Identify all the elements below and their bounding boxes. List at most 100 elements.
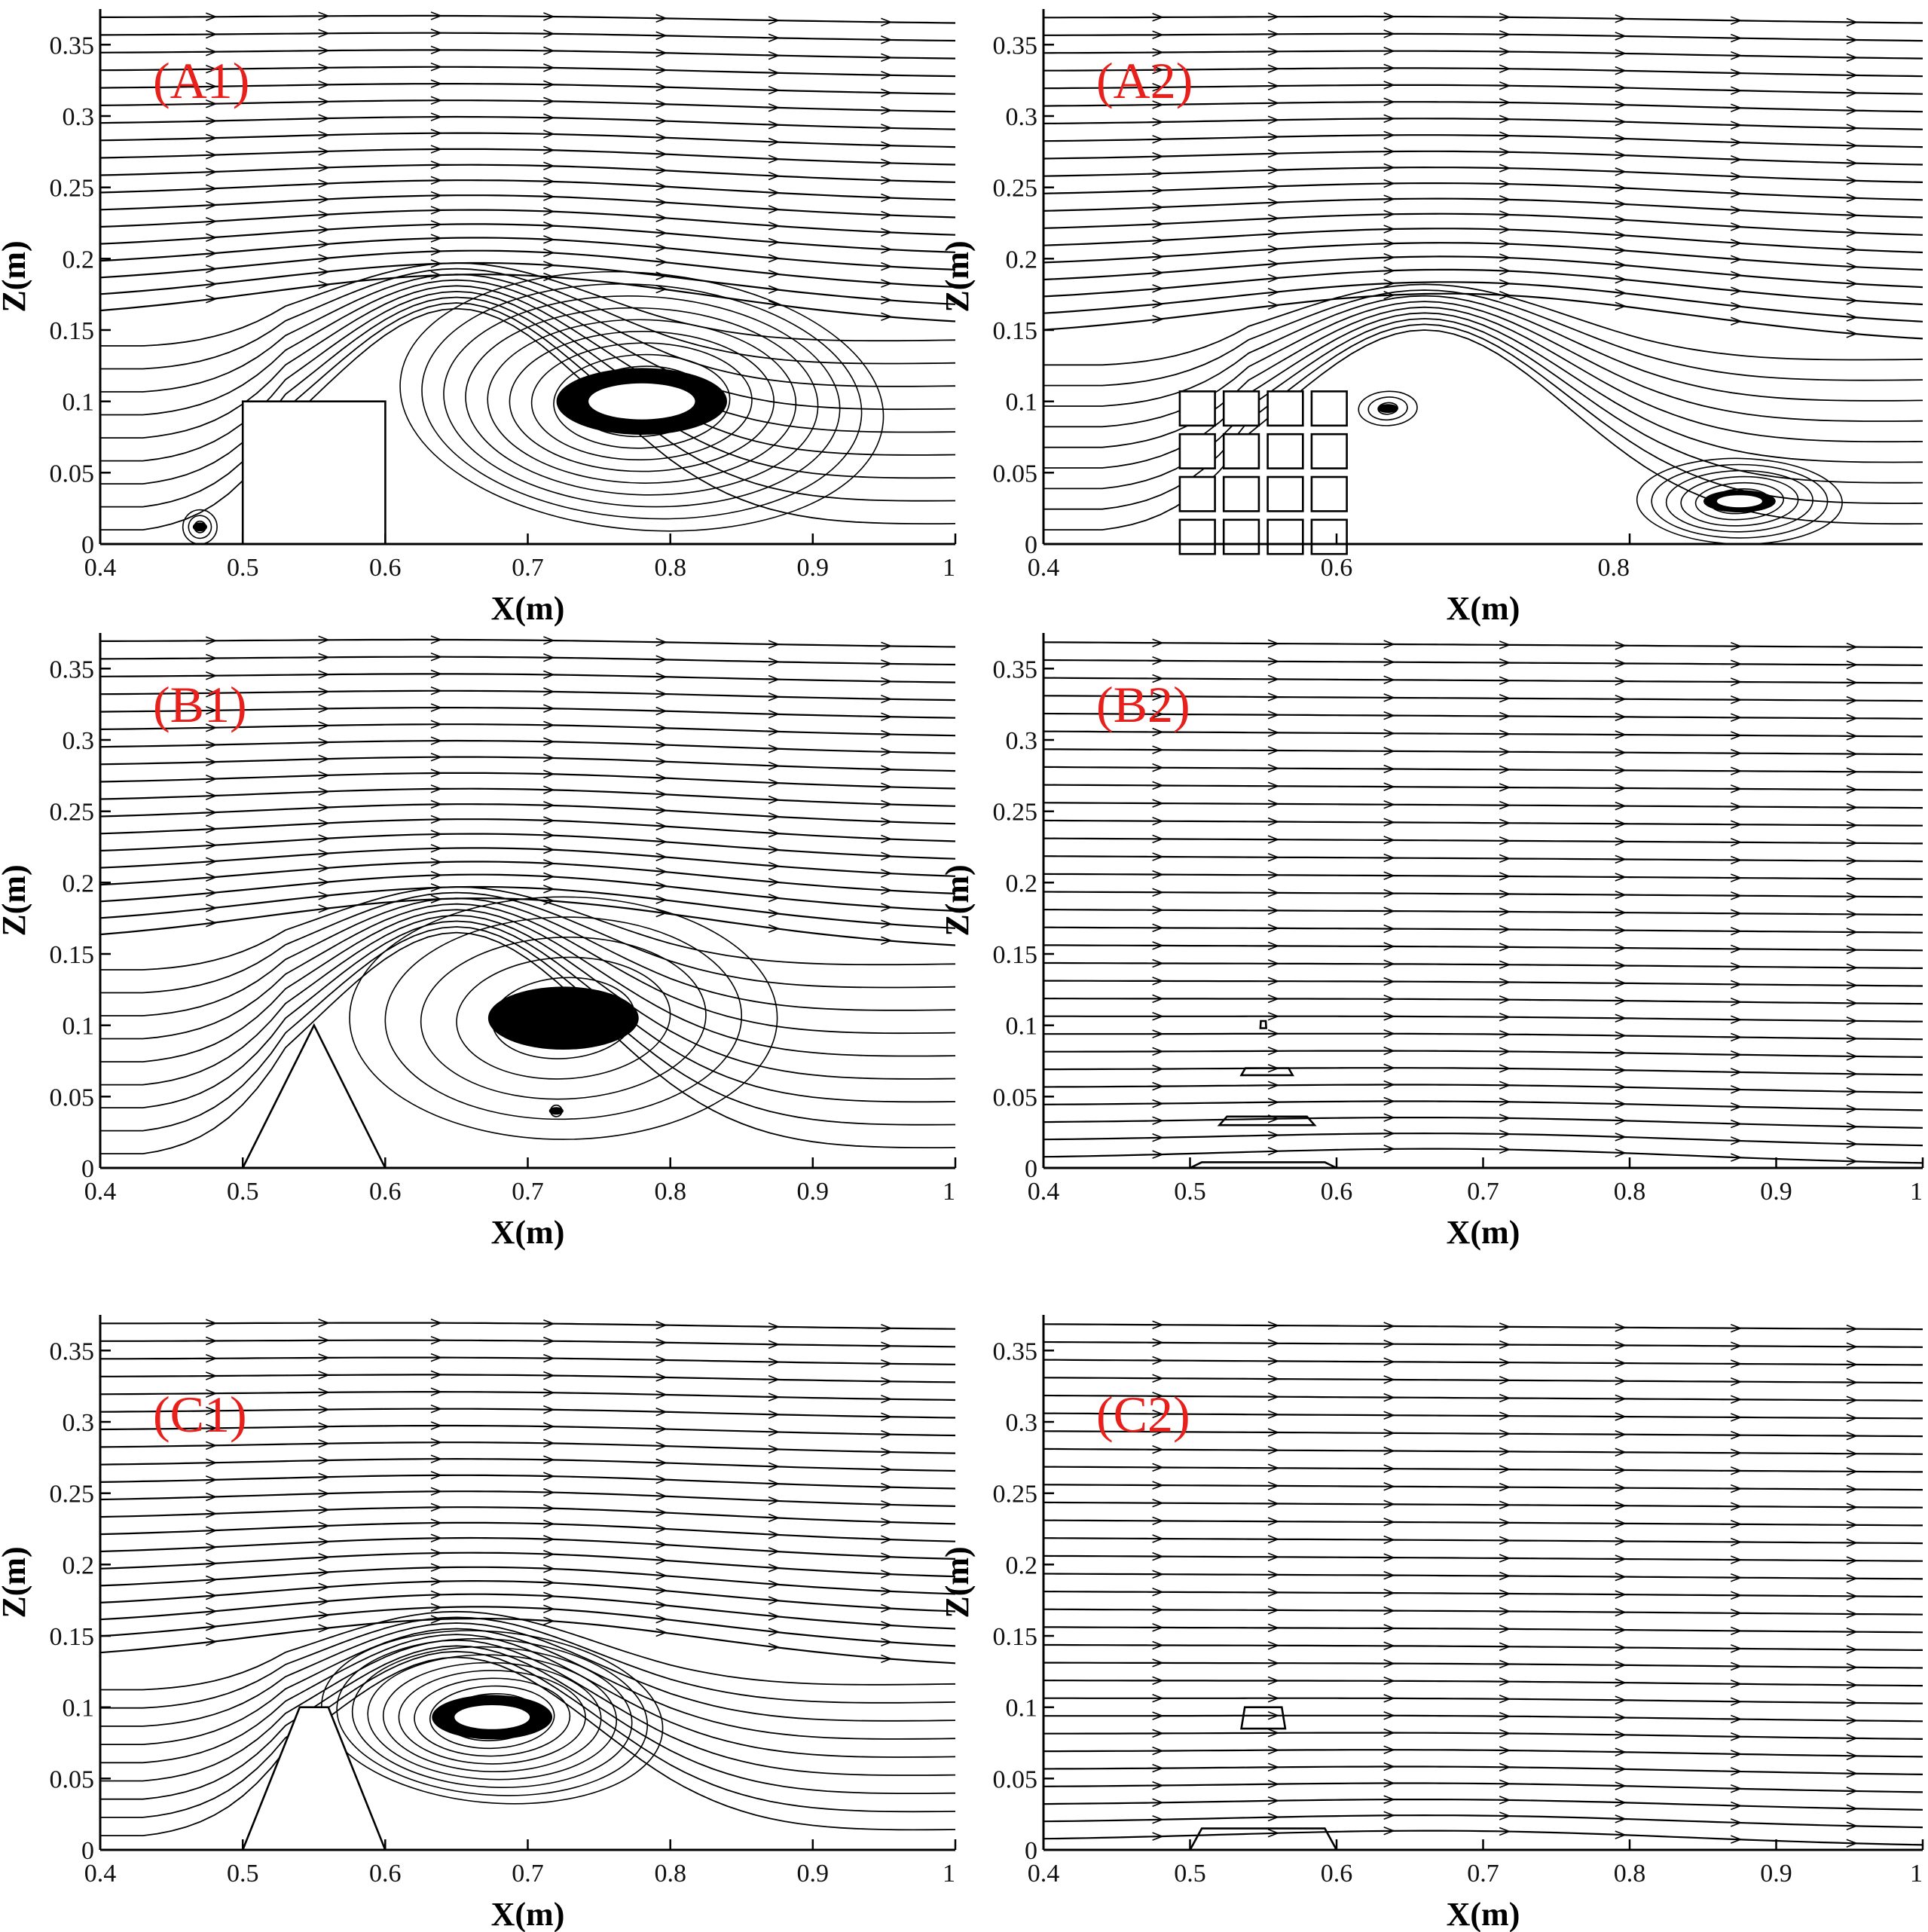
flow-arrow [1383,147,1395,156]
y-tick-label: 0.15 [50,317,95,345]
y-tick-label: 0.2 [63,246,95,274]
flow-arrow [1152,1116,1164,1126]
flow-arrow [655,1424,668,1434]
flow-arrow [1846,732,1859,741]
flow-arrow [1731,784,1743,793]
flow-arrow [881,869,893,878]
flow-arrow [768,893,781,903]
flow-arrow [1267,1029,1280,1038]
y-tick-label: 0.3 [63,727,95,755]
flow-arrow [430,11,443,20]
flow-arrow [1152,1729,1164,1738]
flow-arrow [1499,291,1511,300]
streamline [1043,301,1923,428]
flow-arrow [206,1575,218,1585]
flow-arrow [1846,1342,1859,1351]
flow-arrow [1383,1694,1395,1703]
streamline [100,920,955,1108]
panel-b1: 0.4 0.5 0.6 0.7 0.8 0.9 1 0 0.05 0.1 0.15 0.2 0.25 0.… [0,633,957,1251]
flow-arrow [543,769,555,778]
flow-arrow [206,1354,218,1363]
streamline [1043,312,1923,469]
y-tick-label: 0.15 [50,1623,95,1651]
flow-arrow [1846,928,1859,937]
flow-arrow [1499,266,1511,276]
flow-arrow [1499,854,1511,864]
flow-arrow [1499,1571,1511,1581]
streamline [100,66,955,78]
flow-arrow [1152,1392,1164,1401]
flow-arrow [881,1395,893,1404]
streamline [100,886,955,971]
streamline [1043,84,1923,95]
vortex-loop [1367,396,1408,421]
flow-arrow [206,184,218,193]
flow-arrow [1846,1449,1859,1458]
flow-arrow [1383,1624,1395,1633]
flow-arrow [318,254,330,263]
flow-arrow [1731,1750,1743,1759]
flow-arrow [1152,1763,1164,1773]
y-tick-label: 0.15 [993,941,1038,969]
flow-arrow [318,1438,330,1448]
x-tick-label: 0.7 [1467,1860,1499,1888]
flow-arrow [206,1542,218,1551]
flow-arrow [318,1422,330,1431]
flow-arrow [1267,1321,1280,1330]
streamline [1043,1067,1923,1076]
flow-arrow [318,687,330,696]
x-tick-label: 0.6 [1321,1860,1353,1888]
streamline [1043,1765,1923,1775]
flow-arrow [543,1535,555,1544]
obstacle-block [1310,475,1348,512]
y-tick-label: 0.05 [993,460,1038,488]
flow-arrow [1615,1340,1627,1350]
flow-arrow [1615,908,1627,917]
flow-arrow [1152,135,1164,144]
vortex-loop [398,1670,586,1765]
flow-arrow [881,712,893,721]
flow-arrow [768,68,781,78]
vortex-loop [443,295,841,508]
flow-arrow [1267,728,1280,738]
flow-arrow [1267,149,1280,158]
flow-arrow [318,653,330,662]
flow-arrow [1267,1606,1280,1615]
flow-arrow [543,1371,555,1380]
streamline [1043,1732,1923,1740]
flow-arrow [543,830,555,840]
x-axis-title: X(m) [1447,590,1520,627]
streamline [100,262,955,347]
y-axis-title: Z(m) [939,240,976,312]
streamline [100,1490,955,1507]
flow-arrow [768,1596,781,1605]
x-tick-label: 0.9 [1760,1178,1792,1206]
flow-arrow [1267,287,1280,297]
flow-arrow [1846,1069,1859,1079]
flow-arrow [1152,656,1164,665]
flow-arrow [1499,1145,1511,1154]
flow-arrow [1267,959,1280,968]
flow-arrow [881,1377,893,1386]
flow-arrow [1383,225,1395,234]
streamline [100,32,955,42]
flow-arrow [1152,169,1164,179]
flow-arrow [655,271,668,280]
x-tick-label: 0.8 [654,1178,686,1206]
flow-arrow [1731,1626,1743,1636]
flow-arrow [543,720,555,730]
vortex-loop [553,353,731,449]
flow-arrow [881,210,893,220]
flow-arrow [1383,63,1395,73]
flow-arrow [1152,1658,1164,1668]
flow-arrow [1383,836,1395,845]
flow-arrow [1383,853,1395,863]
flow-arrow [655,243,668,252]
flow-arrow [1383,1795,1395,1804]
flow-arrow [318,240,330,249]
flow-arrow [1615,246,1627,255]
flow-arrow [430,112,443,121]
flow-arrow [1152,710,1164,719]
streamline [1043,118,1923,130]
flow-arrow [1499,1642,1511,1651]
